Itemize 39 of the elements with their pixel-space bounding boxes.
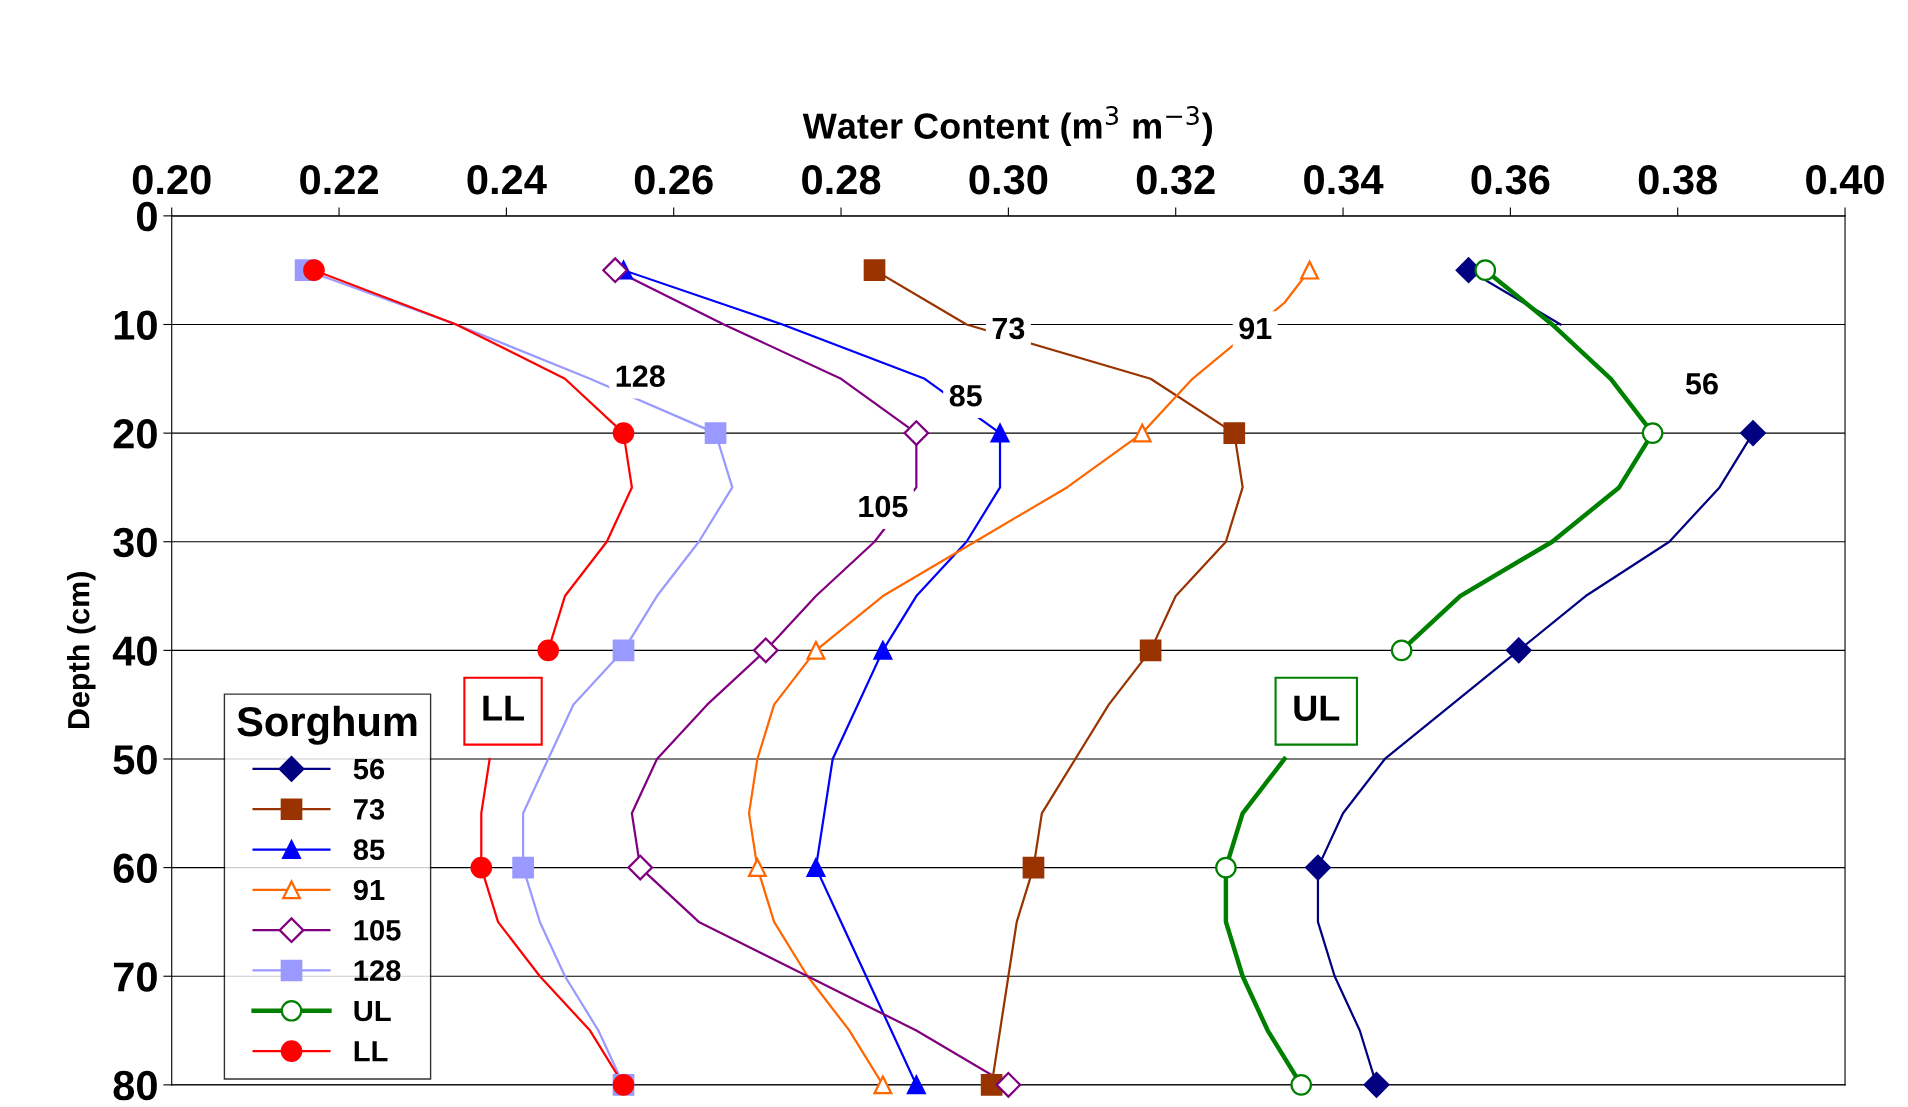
x-tick-label: 0.34: [1304, 164, 1384, 195]
x-tick-label: 0.30: [969, 164, 1048, 195]
y-tick-label: 0: [137, 201, 157, 232]
legend-label: LL: [354, 1041, 388, 1062]
annotation: LL: [483, 695, 524, 721]
annotation: 128: [616, 365, 665, 387]
y-axis-title: Depth (cm): [67, 572, 96, 729]
x-tick-label: 0.22: [300, 164, 378, 195]
legend-title: Sorghum: [237, 705, 417, 745]
x-tick-label: 0.38: [1638, 164, 1717, 195]
x-tick-label: 0.36: [1471, 164, 1550, 195]
legend-label: 105: [354, 920, 401, 941]
annotation: 56: [1685, 372, 1718, 395]
legend-label: 128: [354, 960, 401, 981]
annotation: 73: [992, 317, 1025, 340]
y-tick-label: 60: [113, 853, 157, 884]
y-tick-label: 50: [113, 744, 157, 775]
y-tick-label: 40: [112, 636, 157, 666]
x-tick-label: 0.26: [634, 164, 713, 195]
y-tick-label: 80: [113, 1070, 157, 1101]
legend-label: UL: [354, 1000, 391, 1022]
y-tick-label: 20: [113, 419, 157, 449]
annotation: 105: [859, 495, 908, 518]
x-tick-label: 0.28: [802, 164, 881, 195]
y-tick-label: 10: [114, 310, 157, 340]
annotation: 91: [1239, 317, 1272, 340]
legend-label: 91: [353, 879, 385, 901]
x-tick-label: 0.32: [1136, 164, 1215, 195]
y-tick-label: 70: [113, 962, 157, 992]
legend-label: 56: [353, 758, 385, 780]
annotation: 85: [949, 384, 982, 407]
annotation: UL: [1294, 695, 1340, 721]
legend-label: 73: [354, 799, 385, 820]
legend-label: 85: [353, 839, 385, 861]
x-tick-label: 0.20: [132, 164, 211, 195]
y-tick-label: 30: [113, 527, 157, 558]
x-axis-title: Water Content (m$^{3}$ m$^{−3}$): [802, 105, 1213, 147]
x-tick-label: 0.40: [1806, 164, 1884, 195]
x-tick-label: 0.24: [467, 164, 547, 195]
